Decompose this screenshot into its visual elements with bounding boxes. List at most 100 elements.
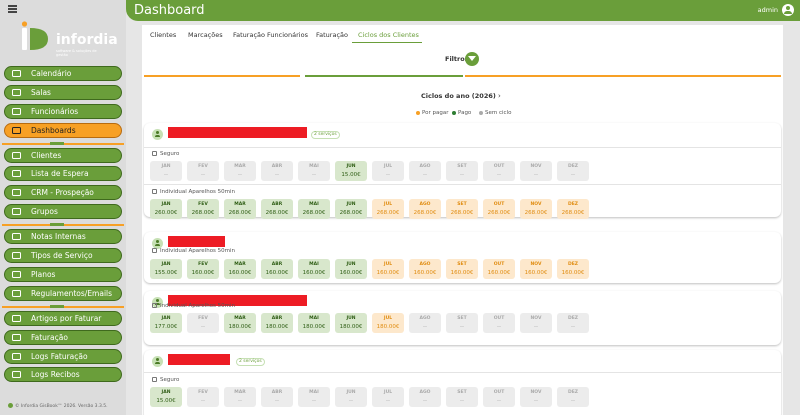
month-cell-mar[interactable]: MAR 160.00€ [224,259,256,279]
month-cell-abr[interactable]: ABR 180.00€ [261,313,293,333]
prev-year-button[interactable]: ‹ [488,92,491,100]
month-cell-jan[interactable]: JAN 177.00€ [150,313,182,333]
sidebar-item[interactable]: Calendário [4,66,122,81]
sidebar-item[interactable]: Regulamentos/Emails [4,286,122,301]
month-cell-abr[interactable]: ABR -- [261,161,293,181]
sidebar-item[interactable]: Logs Recibos [4,367,122,382]
month-cell-jul[interactable]: JUL -- [372,161,404,181]
month-cell-dez[interactable]: DEZ 160.00€ [557,259,589,279]
month-label: AGO [419,390,431,395]
sidebar-item[interactable]: Artigos por Faturar [4,311,122,326]
month-cell-abr[interactable]: ABR -- [261,387,293,407]
month-cell-jul[interactable]: JUL 268.00€ [372,199,404,219]
month-value: 268.00€ [265,210,289,216]
month-cell-nov[interactable]: NOV 160.00€ [520,259,552,279]
month-cell-dez[interactable]: DEZ -- [557,313,589,333]
month-cell-dez[interactable]: DEZ 268.00€ [557,199,589,219]
month-cell-ago[interactable]: AGO 160.00€ [409,259,441,279]
sidebar-item[interactable]: Tipos de Serviço [4,248,122,263]
sidebar-item[interactable]: Logs Faturação [4,349,122,364]
month-cell-fev[interactable]: FEV -- [187,161,219,181]
month-cell-jul[interactable]: JUL 160.00€ [372,259,404,279]
sidebar-item[interactable]: Notas Internas [4,229,122,244]
month-cell-out[interactable]: OUT -- [483,387,515,407]
tab[interactable]: Marcações [188,31,223,39]
month-cell-out[interactable]: OUT -- [483,313,515,333]
tab[interactable]: Ciclos dos Clientes [358,31,419,39]
month-cell-out[interactable]: OUT 268.00€ [483,199,515,219]
month-cell-mar[interactable]: MAR -- [224,161,256,181]
month-cell-nov[interactable]: NOV -- [520,313,552,333]
next-year-button[interactable]: › [498,92,501,100]
sidebar-item[interactable]: Clientes [4,148,122,163]
month-cell-set[interactable]: SET 268.00€ [446,199,478,219]
sidebar-item[interactable]: Salas [4,85,122,100]
month-cell-mar[interactable]: MAR 180.00€ [224,313,256,333]
month-label: SET [457,262,467,267]
month-cell-jan[interactable]: JAN -- [150,161,182,181]
sidebar-item[interactable]: Lista de Espera [4,166,122,181]
month-cell-fev[interactable]: FEV 268.00€ [187,199,219,219]
service-icon [152,151,157,156]
month-cell-jan[interactable]: JAN 15.00€ [150,387,182,407]
tab[interactable]: Clientes [150,31,177,39]
month-cell-mai[interactable]: MAI 180.00€ [298,313,330,333]
month-value: -- [423,324,427,330]
divider-right [465,75,781,77]
sidebar-item[interactable]: Grupos [4,204,122,219]
month-cell-fev[interactable]: FEV -- [187,313,219,333]
billing-logs-icon [12,353,21,360]
month-cell-ago[interactable]: AGO 268.00€ [409,199,441,219]
filter-icon[interactable] [465,52,479,66]
month-cell-mar[interactable]: MAR 268.00€ [224,199,256,219]
tab[interactable]: Faturação Funcionários [233,31,308,39]
month-label: ABR [271,202,283,207]
month-cell-jan[interactable]: JAN 155.00€ [150,259,182,279]
month-cell-mai[interactable]: MAI -- [298,387,330,407]
month-value: -- [312,398,316,404]
month-cell-nov[interactable]: NOV 268.00€ [520,199,552,219]
month-cell-jun[interactable]: JUN 268.00€ [335,199,367,219]
month-cell-set[interactable]: SET 160.00€ [446,259,478,279]
month-cell-ago[interactable]: AGO -- [409,161,441,181]
sidebar-item[interactable]: Faturação [4,330,122,345]
month-cell-set[interactable]: SET -- [446,161,478,181]
month-cell-set[interactable]: SET -- [446,313,478,333]
username[interactable]: admin [757,6,778,14]
tab[interactable]: Faturação [316,31,348,39]
month-value: 160.00€ [302,270,326,276]
month-cell-abr[interactable]: ABR 160.00€ [261,259,293,279]
month-cell-mai[interactable]: MAI 268.00€ [298,199,330,219]
sidebar-item[interactable]: CRM - Prospeção [4,185,122,200]
month-cell-abr[interactable]: ABR 268.00€ [261,199,293,219]
month-cell-fev[interactable]: FEV -- [187,387,219,407]
month-cell-mai[interactable]: MAI 160.00€ [298,259,330,279]
month-cell-dez[interactable]: DEZ -- [557,387,589,407]
month-cell-jan[interactable]: JAN 260.00€ [150,199,182,219]
sidebar-item[interactable]: Planos [4,267,122,282]
sidebar-item[interactable]: Dashboards [4,123,122,138]
month-cell-ago[interactable]: AGO -- [409,313,441,333]
month-cell-jun[interactable]: JUN 180.00€ [335,313,367,333]
month-label: MAR [234,164,246,169]
month-cell-jun[interactable]: JUN 160.00€ [335,259,367,279]
hamburger-menu-icon[interactable] [8,5,17,13]
sidebar-item[interactable]: Funcionários [4,104,122,119]
month-cell-ago[interactable]: AGO -- [409,387,441,407]
month-value: -- [275,398,279,404]
month-cell-jul[interactable]: JUL 180.00€ [372,313,404,333]
month-cell-fev[interactable]: FEV 160.00€ [187,259,219,279]
month-cell-out[interactable]: OUT -- [483,161,515,181]
month-cell-dez[interactable]: DEZ -- [557,161,589,181]
month-cell-jun[interactable]: JUN -- [335,387,367,407]
month-cell-jul[interactable]: JUL -- [372,387,404,407]
month-cell-mai[interactable]: MAI -- [298,161,330,181]
month-cell-nov[interactable]: NOV -- [520,387,552,407]
user-avatar-icon[interactable] [782,4,794,16]
month-cell-jun[interactable]: JUN 15.00€ [335,161,367,181]
month-cell-out[interactable]: OUT 160.00€ [483,259,515,279]
month-cell-set[interactable]: SET -- [446,387,478,407]
month-cell-nov[interactable]: NOV -- [520,161,552,181]
legend-dot-icon [479,110,483,115]
month-cell-mar[interactable]: MAR -- [224,387,256,407]
